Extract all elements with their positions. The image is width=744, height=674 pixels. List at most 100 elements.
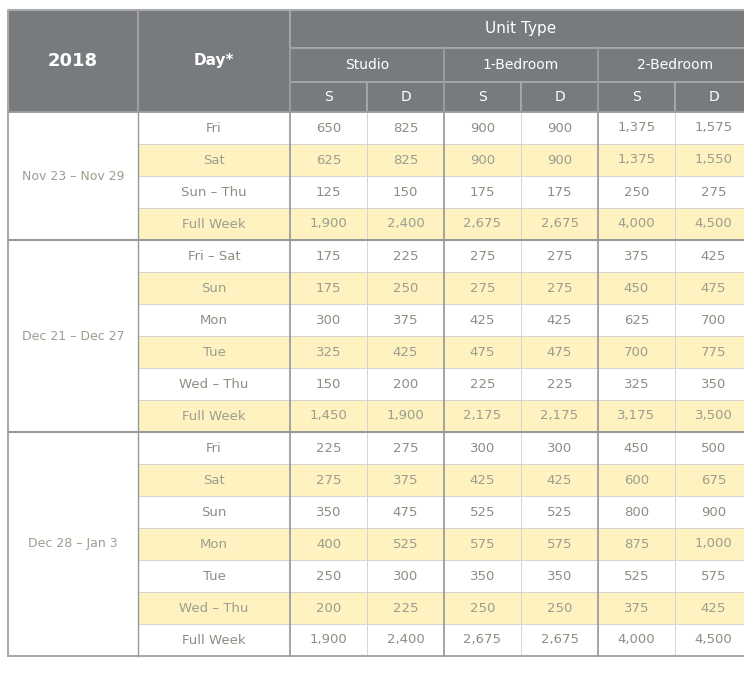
Bar [138, 400, 290, 432]
Text: 275: 275 [469, 282, 496, 295]
Bar [290, 464, 367, 496]
Bar [290, 10, 744, 48]
Text: 825: 825 [393, 154, 418, 166]
Bar [521, 624, 598, 656]
Text: 275: 275 [393, 441, 418, 454]
Text: Nov 23 – Nov 29: Nov 23 – Nov 29 [22, 169, 124, 183]
Text: Full Week: Full Week [182, 218, 246, 231]
Bar [598, 304, 675, 336]
Text: Sun: Sun [202, 282, 227, 295]
Text: 325: 325 [623, 377, 650, 390]
Text: 275: 275 [469, 249, 496, 262]
Text: 1,000: 1,000 [695, 537, 732, 551]
Bar [521, 560, 598, 592]
Bar [138, 624, 290, 656]
Bar [138, 208, 290, 240]
Text: 2,675: 2,675 [540, 218, 579, 231]
Text: 2,675: 2,675 [464, 634, 501, 646]
Bar [138, 144, 290, 176]
Bar [521, 400, 598, 432]
Text: 2,175: 2,175 [464, 410, 501, 423]
Text: 475: 475 [701, 282, 726, 295]
Bar [521, 336, 598, 368]
Bar [521, 240, 598, 272]
Bar [138, 272, 290, 304]
Bar [367, 368, 444, 400]
Bar [521, 528, 598, 560]
Bar [444, 592, 521, 624]
Text: 3,500: 3,500 [695, 410, 732, 423]
Text: 1,575: 1,575 [694, 121, 733, 135]
Bar [138, 560, 290, 592]
Bar [138, 176, 290, 208]
Text: 2,675: 2,675 [464, 218, 501, 231]
Text: 325: 325 [315, 346, 341, 359]
Text: 350: 350 [469, 570, 496, 582]
Text: 425: 425 [469, 313, 496, 326]
Text: 225: 225 [547, 377, 572, 390]
Text: Tue: Tue [202, 346, 225, 359]
Bar [675, 82, 744, 112]
Bar [444, 528, 521, 560]
Text: 2,400: 2,400 [387, 218, 424, 231]
Bar [444, 336, 521, 368]
Text: 450: 450 [624, 282, 649, 295]
Text: 2,175: 2,175 [540, 410, 579, 423]
Bar [675, 112, 744, 144]
Bar [521, 592, 598, 624]
Bar [367, 496, 444, 528]
Bar [521, 112, 598, 144]
Bar [598, 624, 675, 656]
Bar [444, 144, 521, 176]
Bar [138, 304, 290, 336]
Text: 900: 900 [547, 121, 572, 135]
Bar [675, 144, 744, 176]
Bar [290, 208, 367, 240]
Text: 250: 250 [393, 282, 418, 295]
Text: 525: 525 [393, 537, 418, 551]
Bar [8, 240, 138, 432]
Bar [290, 592, 367, 624]
Bar [598, 48, 744, 82]
Bar [598, 592, 675, 624]
Bar [521, 144, 598, 176]
Bar [598, 144, 675, 176]
Text: 1,900: 1,900 [310, 634, 347, 646]
Bar [138, 432, 290, 464]
Text: 625: 625 [315, 154, 341, 166]
Text: 4,000: 4,000 [618, 218, 655, 231]
Bar [367, 82, 444, 112]
Text: 275: 275 [547, 282, 572, 295]
Text: 3,175: 3,175 [618, 410, 655, 423]
Text: 300: 300 [547, 441, 572, 454]
Text: 1-Bedroom: 1-Bedroom [483, 58, 559, 72]
Bar [675, 304, 744, 336]
Bar [444, 400, 521, 432]
Bar [444, 208, 521, 240]
Bar [444, 432, 521, 464]
Bar [675, 432, 744, 464]
Text: 200: 200 [393, 377, 418, 390]
Text: 700: 700 [701, 313, 726, 326]
Text: 2018: 2018 [48, 52, 98, 70]
Bar [290, 272, 367, 304]
Bar [444, 368, 521, 400]
Bar [521, 496, 598, 528]
Text: 450: 450 [624, 441, 649, 454]
Text: Full Week: Full Week [182, 634, 246, 646]
Bar [290, 496, 367, 528]
Bar [138, 496, 290, 528]
Text: 300: 300 [393, 570, 418, 582]
Text: Dec 21 – Dec 27: Dec 21 – Dec 27 [22, 330, 124, 342]
Text: 900: 900 [701, 506, 726, 518]
Text: S: S [324, 90, 333, 104]
Bar [598, 432, 675, 464]
Bar [598, 112, 675, 144]
Bar [290, 528, 367, 560]
Bar [138, 528, 290, 560]
Text: 425: 425 [547, 313, 572, 326]
Text: Mon: Mon [200, 537, 228, 551]
Text: 1,375: 1,375 [618, 154, 655, 166]
Bar [138, 464, 290, 496]
Text: 600: 600 [624, 474, 649, 487]
